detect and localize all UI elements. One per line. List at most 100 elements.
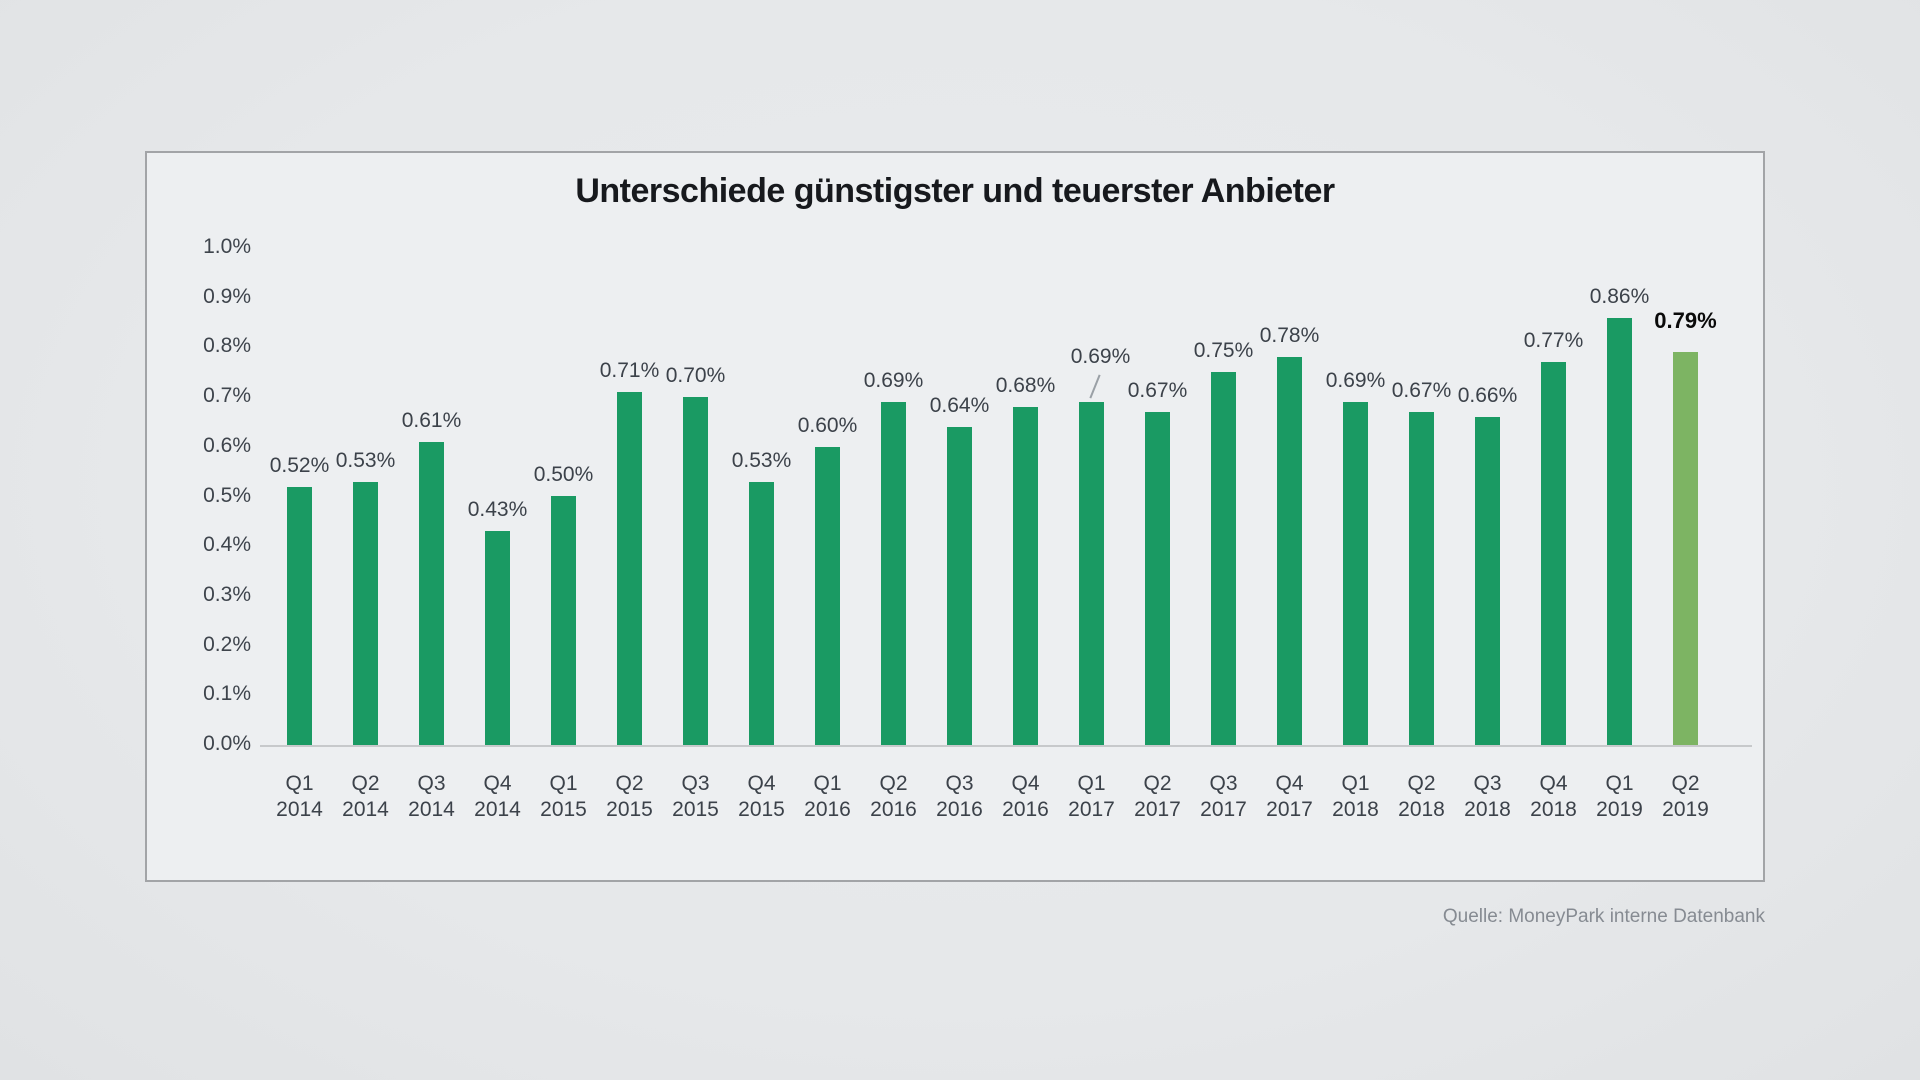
x-tick-label: Q3 2016 xyxy=(918,771,1002,823)
bar-q1-2017 xyxy=(1079,402,1104,745)
x-tick-label: Q2 2014 xyxy=(324,771,408,823)
bar-q3-2018 xyxy=(1475,417,1500,745)
y-tick-label: 0.7% xyxy=(203,384,251,408)
bar-value-label: 0.66% xyxy=(1457,384,1518,407)
chart-panel: Unterschiede günstigster und teuerster A… xyxy=(145,151,1765,882)
x-tick-year: 2019 xyxy=(1596,798,1643,821)
bar-value-label: 0.70% xyxy=(665,364,726,387)
x-tick-quarter: Q4 xyxy=(483,772,512,795)
bar-q2-2015 xyxy=(617,392,642,745)
x-tick-quarter: Q1 xyxy=(549,772,578,795)
x-tick-quarter: Q3 xyxy=(1209,772,1238,795)
chart-title: Unterschiede günstigster und teuerster A… xyxy=(575,172,1335,210)
x-tick-year: 2015 xyxy=(672,798,719,821)
x-tick-label: Q1 2019 xyxy=(1578,771,1662,823)
x-tick-label: Q1 2017 xyxy=(1050,771,1134,823)
x-tick-quarter: Q3 xyxy=(417,772,446,795)
y-tick-label: 0.6% xyxy=(203,433,251,457)
x-tick-quarter: Q1 xyxy=(1341,772,1370,795)
x-tick-label: Q4 2018 xyxy=(1512,771,1596,823)
bar-q4-2016 xyxy=(1013,407,1038,745)
x-tick-year: 2016 xyxy=(804,798,851,821)
x-tick-label: Q2 2019 xyxy=(1644,771,1728,823)
x-tick-quarter: Q2 xyxy=(879,772,908,795)
bar-q2-2017 xyxy=(1145,412,1170,745)
x-tick-quarter: Q3 xyxy=(945,772,974,795)
bar-value-label: 0.60% xyxy=(797,414,858,437)
y-tick-label: 0.4% xyxy=(203,533,251,557)
y-tick-label: 0.9% xyxy=(203,284,251,308)
bar-q1-2015 xyxy=(551,496,576,745)
bar-q2-2014 xyxy=(353,482,378,745)
bar-value-label: 0.64% xyxy=(929,394,990,417)
x-tick-quarter: Q4 xyxy=(747,772,776,795)
bar-value-label: 0.53% xyxy=(731,449,792,472)
x-tick-year: 2015 xyxy=(606,798,653,821)
bar-value-label: 0.50% xyxy=(533,463,594,486)
bar-value-label: 0.75% xyxy=(1193,339,1254,362)
x-tick-quarter: Q2 xyxy=(615,772,644,795)
x-tick-quarter: Q2 xyxy=(1407,772,1436,795)
x-tick-quarter: Q4 xyxy=(1011,772,1040,795)
label-leader-line xyxy=(1088,374,1101,399)
bar-value-label: 0.43% xyxy=(467,498,528,521)
x-tick-quarter: Q1 xyxy=(813,772,842,795)
bar-q4-2018 xyxy=(1541,362,1566,745)
bar-q4-2015 xyxy=(749,482,774,745)
x-tick-year: 2014 xyxy=(342,798,389,821)
x-tick-year: 2016 xyxy=(936,798,983,821)
x-tick-quarter: Q4 xyxy=(1539,772,1568,795)
bar-q1-2019 xyxy=(1607,318,1632,745)
x-tick-label: Q2 2017 xyxy=(1116,771,1200,823)
bar-value-label: 0.71% xyxy=(599,359,660,382)
bar-value-label: 0.69% xyxy=(1325,369,1386,392)
bar-value-label: 0.77% xyxy=(1523,329,1584,352)
bar-q3-2016 xyxy=(947,427,972,745)
y-tick-label: 0.8% xyxy=(203,334,251,358)
bar-value-label: 0.69% xyxy=(1070,345,1131,368)
x-tick-label: Q4 2016 xyxy=(984,771,1068,823)
bar-value-label: 0.69% xyxy=(863,369,924,392)
y-tick-label: 1.0% xyxy=(203,235,251,258)
x-tick-year: 2017 xyxy=(1266,798,1313,821)
x-tick-label: Q3 2018 xyxy=(1446,771,1530,823)
x-tick-quarter: Q1 xyxy=(1077,772,1106,795)
x-tick-label: Q1 2018 xyxy=(1314,771,1398,823)
x-tick-label: Q4 2014 xyxy=(456,771,540,823)
x-tick-quarter: Q1 xyxy=(1605,772,1634,795)
bar-value-label: 0.61% xyxy=(401,409,462,432)
bar-q3-2014 xyxy=(419,442,444,745)
source-caption: Quelle: MoneyPark interne Datenbank xyxy=(1442,906,1765,927)
bar-q4-2017 xyxy=(1277,357,1302,745)
y-tick-label: 0.1% xyxy=(203,682,251,706)
x-tick-quarter: Q2 xyxy=(1671,772,1700,795)
x-tick-year: 2014 xyxy=(276,798,323,821)
x-tick-label: Q1 2016 xyxy=(786,771,870,823)
x-tick-label: Q3 2014 xyxy=(390,771,474,823)
bar-q3-2015 xyxy=(683,397,708,745)
x-tick-label: Q4 2017 xyxy=(1248,771,1332,823)
x-tick-quarter: Q2 xyxy=(351,772,380,795)
x-tick-quarter: Q4 xyxy=(1275,772,1304,795)
bar-value-label: 0.86% xyxy=(1589,285,1650,308)
x-tick-label: Q1 2014 xyxy=(258,771,342,823)
x-tick-quarter: Q3 xyxy=(1473,772,1502,795)
x-tick-year: 2017 xyxy=(1134,798,1181,821)
y-tick-label: 0.3% xyxy=(203,582,251,606)
x-tick-year: 2018 xyxy=(1530,798,1577,821)
x-tick-year: 2016 xyxy=(870,798,917,821)
x-tick-year: 2019 xyxy=(1662,798,1709,821)
y-tick-label: 0.2% xyxy=(203,632,251,656)
x-tick-year: 2017 xyxy=(1068,798,1115,821)
x-tick-quarter: Q3 xyxy=(681,772,710,795)
bar-q1-2018 xyxy=(1343,402,1368,745)
bar-value-label: 0.79% xyxy=(1654,308,1717,333)
bar-value-label: 0.53% xyxy=(335,449,396,472)
bar-q2-2019 xyxy=(1673,352,1698,745)
x-tick-year: 2014 xyxy=(408,798,455,821)
bar-q1-2016 xyxy=(815,447,840,745)
y-tick-label: 0.5% xyxy=(203,483,251,507)
bar-value-label: 0.78% xyxy=(1259,324,1320,347)
x-axis-baseline xyxy=(260,745,1752,747)
bar-value-label: 0.67% xyxy=(1127,379,1188,402)
